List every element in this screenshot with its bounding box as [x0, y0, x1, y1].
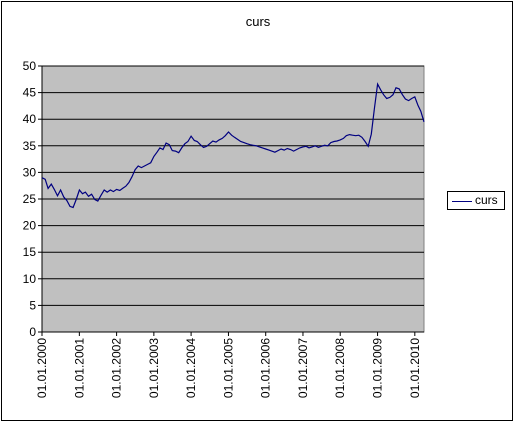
x-tick-label: 01.01.2010: [408, 338, 422, 398]
y-tick-label: 20: [23, 219, 37, 233]
x-tick-label: 01.01.2005: [221, 338, 235, 398]
x-tick-label: 01.01.2003: [147, 338, 161, 398]
y-axis-ticks: 0 5 10 15 20 25 30 35 40 45 50: [23, 59, 42, 339]
y-tick-label: 45: [23, 86, 37, 100]
legend-label-curs: curs: [475, 193, 498, 207]
legend: curs: [447, 191, 505, 210]
y-tick-label: 15: [23, 245, 37, 259]
x-tick-label: 01.01.2006: [259, 338, 273, 398]
x-tick-label: 01.01.2002: [110, 338, 124, 398]
y-tick-label: 25: [23, 192, 37, 206]
y-tick-label: 0: [29, 325, 36, 339]
gridlines: [42, 65, 424, 306]
chart-title: curs: [245, 14, 271, 29]
y-tick-label: 30: [23, 165, 37, 179]
x-tick-label: 01.01.2008: [333, 338, 347, 398]
y-tick-label: 50: [23, 59, 37, 73]
y-tick-label: 40: [23, 112, 37, 126]
x-tick-label: 01.01.2009: [371, 338, 385, 398]
x-axis-ticks: 01.01.2000 01.01.2001 01.01.2002 01.01.2003…: [35, 332, 422, 398]
x-tick-label: 01.01.2001: [72, 338, 86, 398]
y-tick-label: 5: [29, 298, 36, 312]
x-tick-label: 01.01.2007: [296, 338, 310, 398]
series-line-curs: [41, 82, 425, 209]
y-tick-label: 35: [23, 139, 37, 153]
x-tick-label: 01.01.2004: [184, 338, 198, 398]
x-tick-label: 01.01.2000: [35, 338, 49, 398]
legend-swatch-curs: [452, 201, 472, 202]
y-tick-label: 10: [23, 272, 37, 286]
